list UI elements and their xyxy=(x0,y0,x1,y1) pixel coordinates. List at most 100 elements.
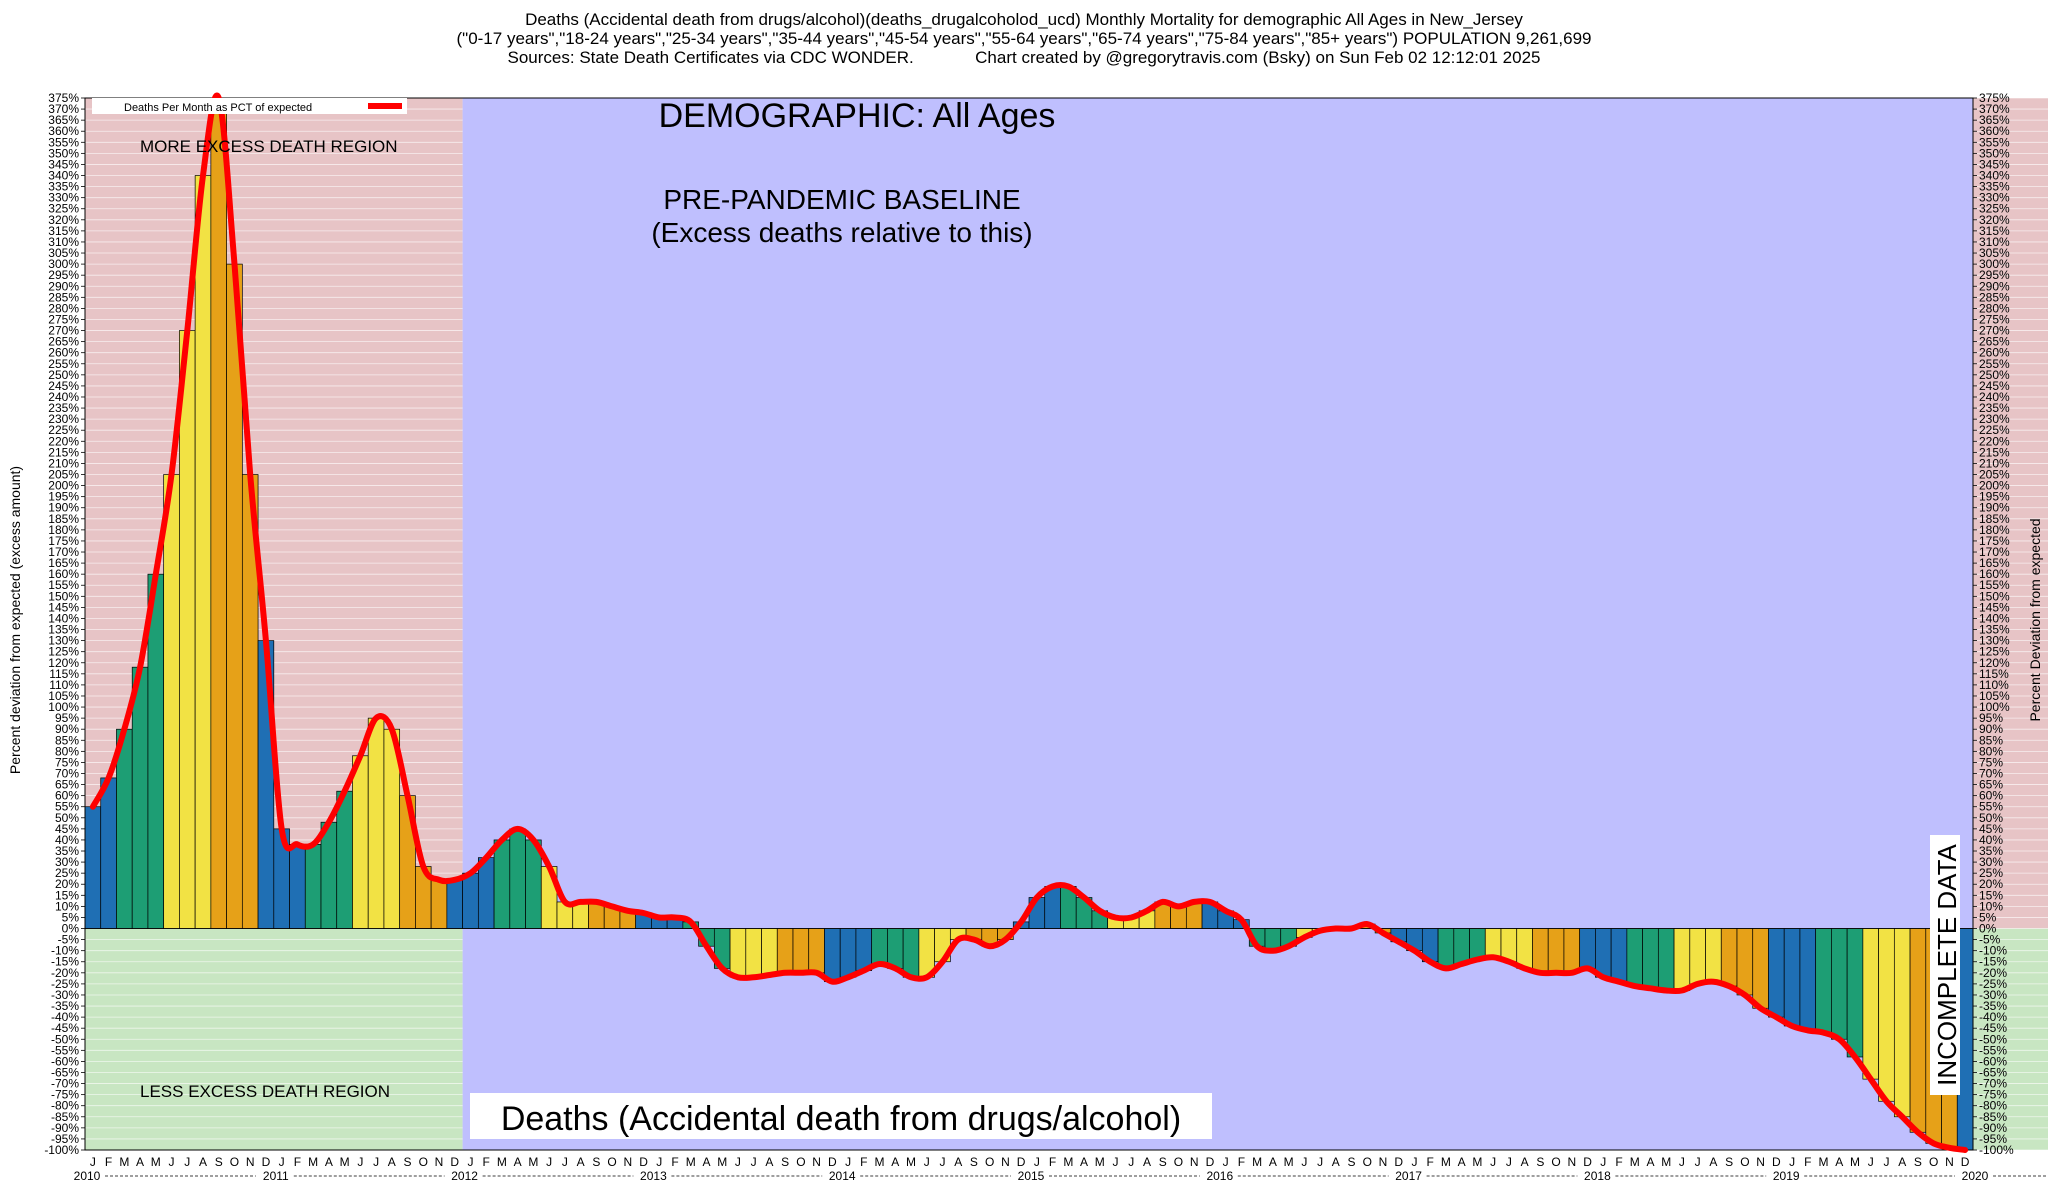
x-month-label: F xyxy=(1615,1155,1622,1169)
y-tick-label: 180% xyxy=(48,523,79,537)
x-month-label: M xyxy=(1472,1155,1482,1169)
y-tick-label: -90% xyxy=(1979,1121,2007,1135)
x-month-label: J xyxy=(1490,1155,1496,1169)
y-axis-right: -100%-95%-90%-85%-80%-75%-70%-65%-60%-55… xyxy=(1973,91,2014,1157)
x-month-label: F xyxy=(671,1155,678,1169)
x-month-label: J xyxy=(1317,1155,1323,1169)
y-tick-label: 325% xyxy=(1979,202,2010,216)
x-month-label: D xyxy=(1017,1155,1026,1169)
y-tick-label: 255% xyxy=(48,357,79,371)
x-month-label: D xyxy=(1583,1155,1592,1169)
y-tick-label: -70% xyxy=(1979,1077,2007,1091)
less-excess-label: LESS EXCESS DEATH REGION xyxy=(140,1082,390,1101)
x-month-label: J xyxy=(751,1155,757,1169)
y-tick-label: 115% xyxy=(49,667,79,681)
bar xyxy=(1469,928,1486,960)
y-tick-label: 240% xyxy=(1979,390,2010,404)
y-tick-label: -15% xyxy=(51,955,79,969)
x-month-label: A xyxy=(1709,1155,1717,1169)
y-tick-label: 5% xyxy=(62,910,80,924)
x-month-label: F xyxy=(483,1155,490,1169)
y-tick-label: 135% xyxy=(1979,623,2010,637)
incomplete-label: INCOMPLETE DATA xyxy=(1932,843,1962,1085)
y-tick-label: 105% xyxy=(1979,689,2010,703)
y-tick-label: 60% xyxy=(1979,789,2003,803)
x-year-label: 2020 xyxy=(1962,1169,1989,1183)
y-tick-label: 285% xyxy=(48,290,79,304)
y-tick-label: -35% xyxy=(1979,999,2007,1013)
bar xyxy=(792,928,810,974)
x-month-label: J xyxy=(735,1155,741,1169)
y-tick-label: -15% xyxy=(1979,955,2007,969)
y-tick-label: 10% xyxy=(55,899,79,913)
y-tick-label: 170% xyxy=(1979,545,2010,559)
y-tick-label: 75% xyxy=(1979,755,2003,769)
y-tick-label: -10% xyxy=(51,944,79,958)
x-month-label: J xyxy=(1506,1155,1512,1169)
x-month-label: O xyxy=(796,1155,805,1169)
bar xyxy=(163,474,180,929)
y-tick-label: 70% xyxy=(55,766,79,780)
plot-frame xyxy=(84,97,1974,1151)
y-tick-label: 45% xyxy=(55,822,79,836)
x-year-label: 2017 xyxy=(1395,1169,1422,1183)
y-tick-label: 265% xyxy=(1979,335,2010,349)
y-tick-label: 360% xyxy=(48,124,79,138)
y-tick-label: 295% xyxy=(48,268,79,282)
bar xyxy=(1657,928,1675,991)
x-month-label: A xyxy=(1269,1155,1277,1169)
legend-box xyxy=(92,98,407,114)
y-tick-label: -55% xyxy=(1979,1043,2007,1057)
y-tick-label: -45% xyxy=(51,1021,79,1035)
y-tick-label: 140% xyxy=(1979,611,2010,625)
x-year-label: 2016 xyxy=(1206,1169,1233,1183)
bar xyxy=(446,879,463,929)
x-month-label: D xyxy=(639,1155,648,1169)
x-month-label: A xyxy=(1898,1155,1906,1169)
y-tick-label: 130% xyxy=(1979,634,2010,648)
incomplete-label-group: INCOMPLETE DATA xyxy=(1930,835,1962,1095)
y-tick-label: 250% xyxy=(48,368,79,382)
x-month-label: J xyxy=(169,1155,175,1169)
bar xyxy=(477,857,495,929)
x-month-label: M xyxy=(1630,1155,1640,1169)
y-tick-label: -25% xyxy=(51,977,79,991)
bar xyxy=(1453,928,1470,965)
y-tick-label: 150% xyxy=(48,589,79,603)
y-tick-label: 35% xyxy=(55,844,79,858)
y-tick-label: 110% xyxy=(49,678,79,692)
x-month-label: M xyxy=(340,1155,350,1169)
x-month-label: S xyxy=(404,1155,412,1169)
x-month-label: N xyxy=(623,1155,632,1169)
x-month-label: F xyxy=(1427,1155,1434,1169)
x-month-label: M xyxy=(717,1155,727,1169)
y-tick-label: 195% xyxy=(1979,490,2010,504)
y-tick-label: 30% xyxy=(55,855,79,869)
y-tick-label: 370% xyxy=(1979,102,2010,116)
bar xyxy=(194,175,212,929)
x-month-label: J xyxy=(1679,1155,1685,1169)
y-tick-label: 270% xyxy=(1979,324,2010,338)
y-tick-label: 315% xyxy=(1979,224,2010,238)
y-tick-label: -60% xyxy=(1979,1054,2007,1068)
bar xyxy=(289,844,306,929)
x-month-label: F xyxy=(105,1155,112,1169)
y-tick-label: 20% xyxy=(55,877,79,891)
x-month-label: M xyxy=(1252,1155,1262,1169)
x-month-label: O xyxy=(1929,1155,1938,1169)
bar xyxy=(430,879,448,929)
x-month-label: S xyxy=(1914,1155,1922,1169)
y-tick-label: 150% xyxy=(1979,589,2010,603)
x-month-label: A xyxy=(136,1155,144,1169)
y-tick-label: 205% xyxy=(1979,468,2010,482)
y-tick-label: 80% xyxy=(1979,744,2003,758)
x-month-label: D xyxy=(262,1155,271,1169)
x-month-label: J xyxy=(924,1155,930,1169)
x-month-label: A xyxy=(577,1155,585,1169)
y-tick-label: 310% xyxy=(1979,235,2010,249)
x-month-label: M xyxy=(1819,1155,1829,1169)
y-tick-label: 255% xyxy=(1979,357,2010,371)
y-tick-label: 265% xyxy=(48,335,79,349)
y-tick-label: 65% xyxy=(55,778,79,792)
